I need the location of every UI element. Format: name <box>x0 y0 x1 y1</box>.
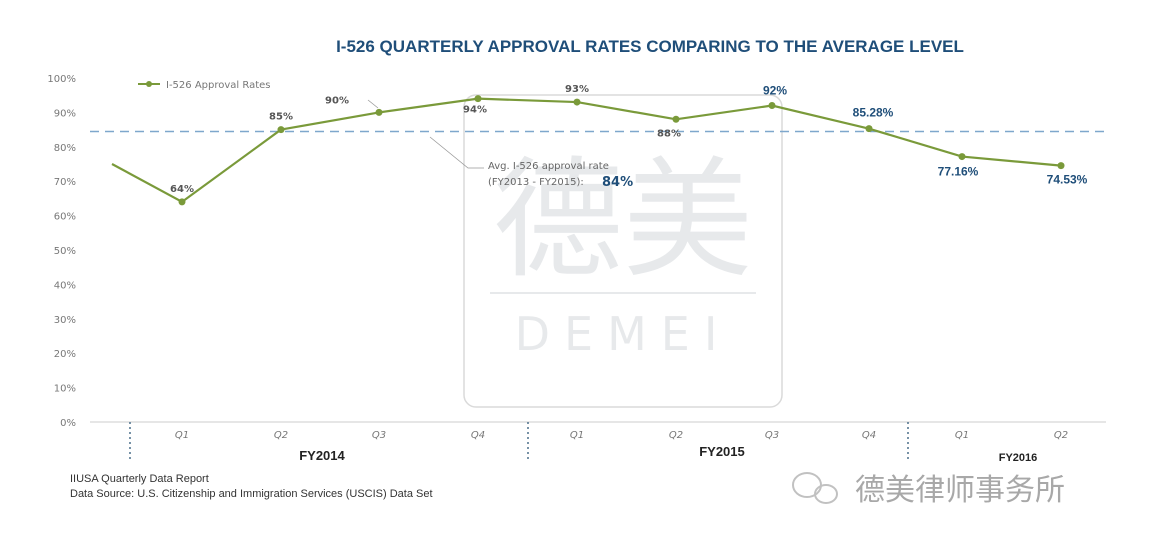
source-line-1: IIUSA Quarterly Data Report <box>70 473 209 485</box>
x-tick-label: Q4 <box>862 430 876 441</box>
y-tick-label: 90% <box>54 108 76 119</box>
data-label: 64% <box>170 184 194 195</box>
legend: I-526 Approval Rates <box>138 80 271 91</box>
y-tick-label: 100% <box>47 74 76 85</box>
data-label: 85.28% <box>853 106 894 120</box>
average-label-line1: Avg. I-526 approval rate <box>488 161 609 172</box>
x-tick-label: Q1 <box>570 430 584 441</box>
demei-watermark: 德美 DEMEI <box>463 94 783 408</box>
data-point <box>573 98 581 106</box>
data-point <box>375 108 383 116</box>
y-tick-label: 40% <box>54 280 76 291</box>
y-tick-label: 20% <box>54 349 76 360</box>
x-tick-label: Q2 <box>274 430 288 441</box>
legend-swatch-marker <box>146 81 152 87</box>
x-tick-label: Q2 <box>1054 430 1068 441</box>
data-point <box>865 125 873 133</box>
y-tick-label: 60% <box>54 212 76 223</box>
y-tick-label: 0% <box>60 418 76 429</box>
data-point <box>672 115 680 123</box>
y-axis: 0% 10% 20% 30% 40% 50% 60% 70% 80% 90% 100% <box>47 74 76 429</box>
wechat-watermark: 德美律师事务所 <box>792 472 1065 508</box>
source-line-2: Data Source: U.S. Citizenship and Immigr… <box>70 488 433 500</box>
legend-label: I-526 Approval Rates <box>166 80 271 91</box>
data-point <box>474 95 482 103</box>
fiscal-year-label: FY2014 <box>299 448 345 463</box>
chart-title: I-526 QUARTERLY APPROVAL RATES COMPARING… <box>336 37 964 56</box>
watermark-word: DEMEI <box>515 307 732 361</box>
x-axis: Q1 Q2 Q3 Q4 Q1 Q2 Q3 Q4 Q1 Q2 <box>175 430 1068 441</box>
data-point <box>768 102 776 110</box>
wechat-account-name: 德美律师事务所 <box>855 473 1065 508</box>
x-tick-label: Q2 <box>669 430 683 441</box>
approval-series: 64% 85% 90% 94% 93% 88% 92% 85.28% 77.16% 74.53% <box>111 84 1088 206</box>
x-tick-label: Q3 <box>765 430 779 441</box>
y-tick-label: 70% <box>54 177 76 188</box>
x-tick-label: Q1 <box>955 430 969 441</box>
x-tick-label: Q4 <box>471 430 485 441</box>
data-label: 90% <box>325 95 349 106</box>
x-tick-label: Q1 <box>175 430 189 441</box>
fiscal-year-groups: FY2014 FY2015 FY2016 <box>129 422 1038 464</box>
y-tick-label: 50% <box>54 246 76 257</box>
data-label: 88% <box>657 128 681 139</box>
data-label: 77.16% <box>938 165 979 179</box>
data-label: 92% <box>763 84 787 98</box>
x-tick-label: Q3 <box>372 430 386 441</box>
watermark-chars: 德美 <box>493 144 753 296</box>
average-annotation: Avg. I-526 approval rate (FY2013 - FY201… <box>429 136 633 190</box>
y-tick-label: 10% <box>54 384 76 395</box>
y-tick-label: 80% <box>54 143 76 154</box>
average-label-line2: (FY2013 - FY2015): <box>488 177 584 188</box>
wechat-icon <box>792 472 838 504</box>
average-callout-line <box>429 136 484 169</box>
data-point <box>958 153 966 161</box>
fiscal-year-label: FY2016 <box>999 452 1038 464</box>
data-point <box>178 198 186 206</box>
y-tick-label: 30% <box>54 315 76 326</box>
data-point <box>277 126 285 134</box>
fiscal-year-label: FY2015 <box>699 444 745 459</box>
data-label: 94% <box>463 105 487 116</box>
data-point <box>1057 162 1065 170</box>
label-90-leader <box>367 99 379 109</box>
data-label: 93% <box>565 84 589 95</box>
data-label: 85% <box>269 112 293 123</box>
data-label: 74.53% <box>1047 173 1088 187</box>
average-label-value: 84% <box>602 175 633 190</box>
watermark-box <box>463 94 783 408</box>
